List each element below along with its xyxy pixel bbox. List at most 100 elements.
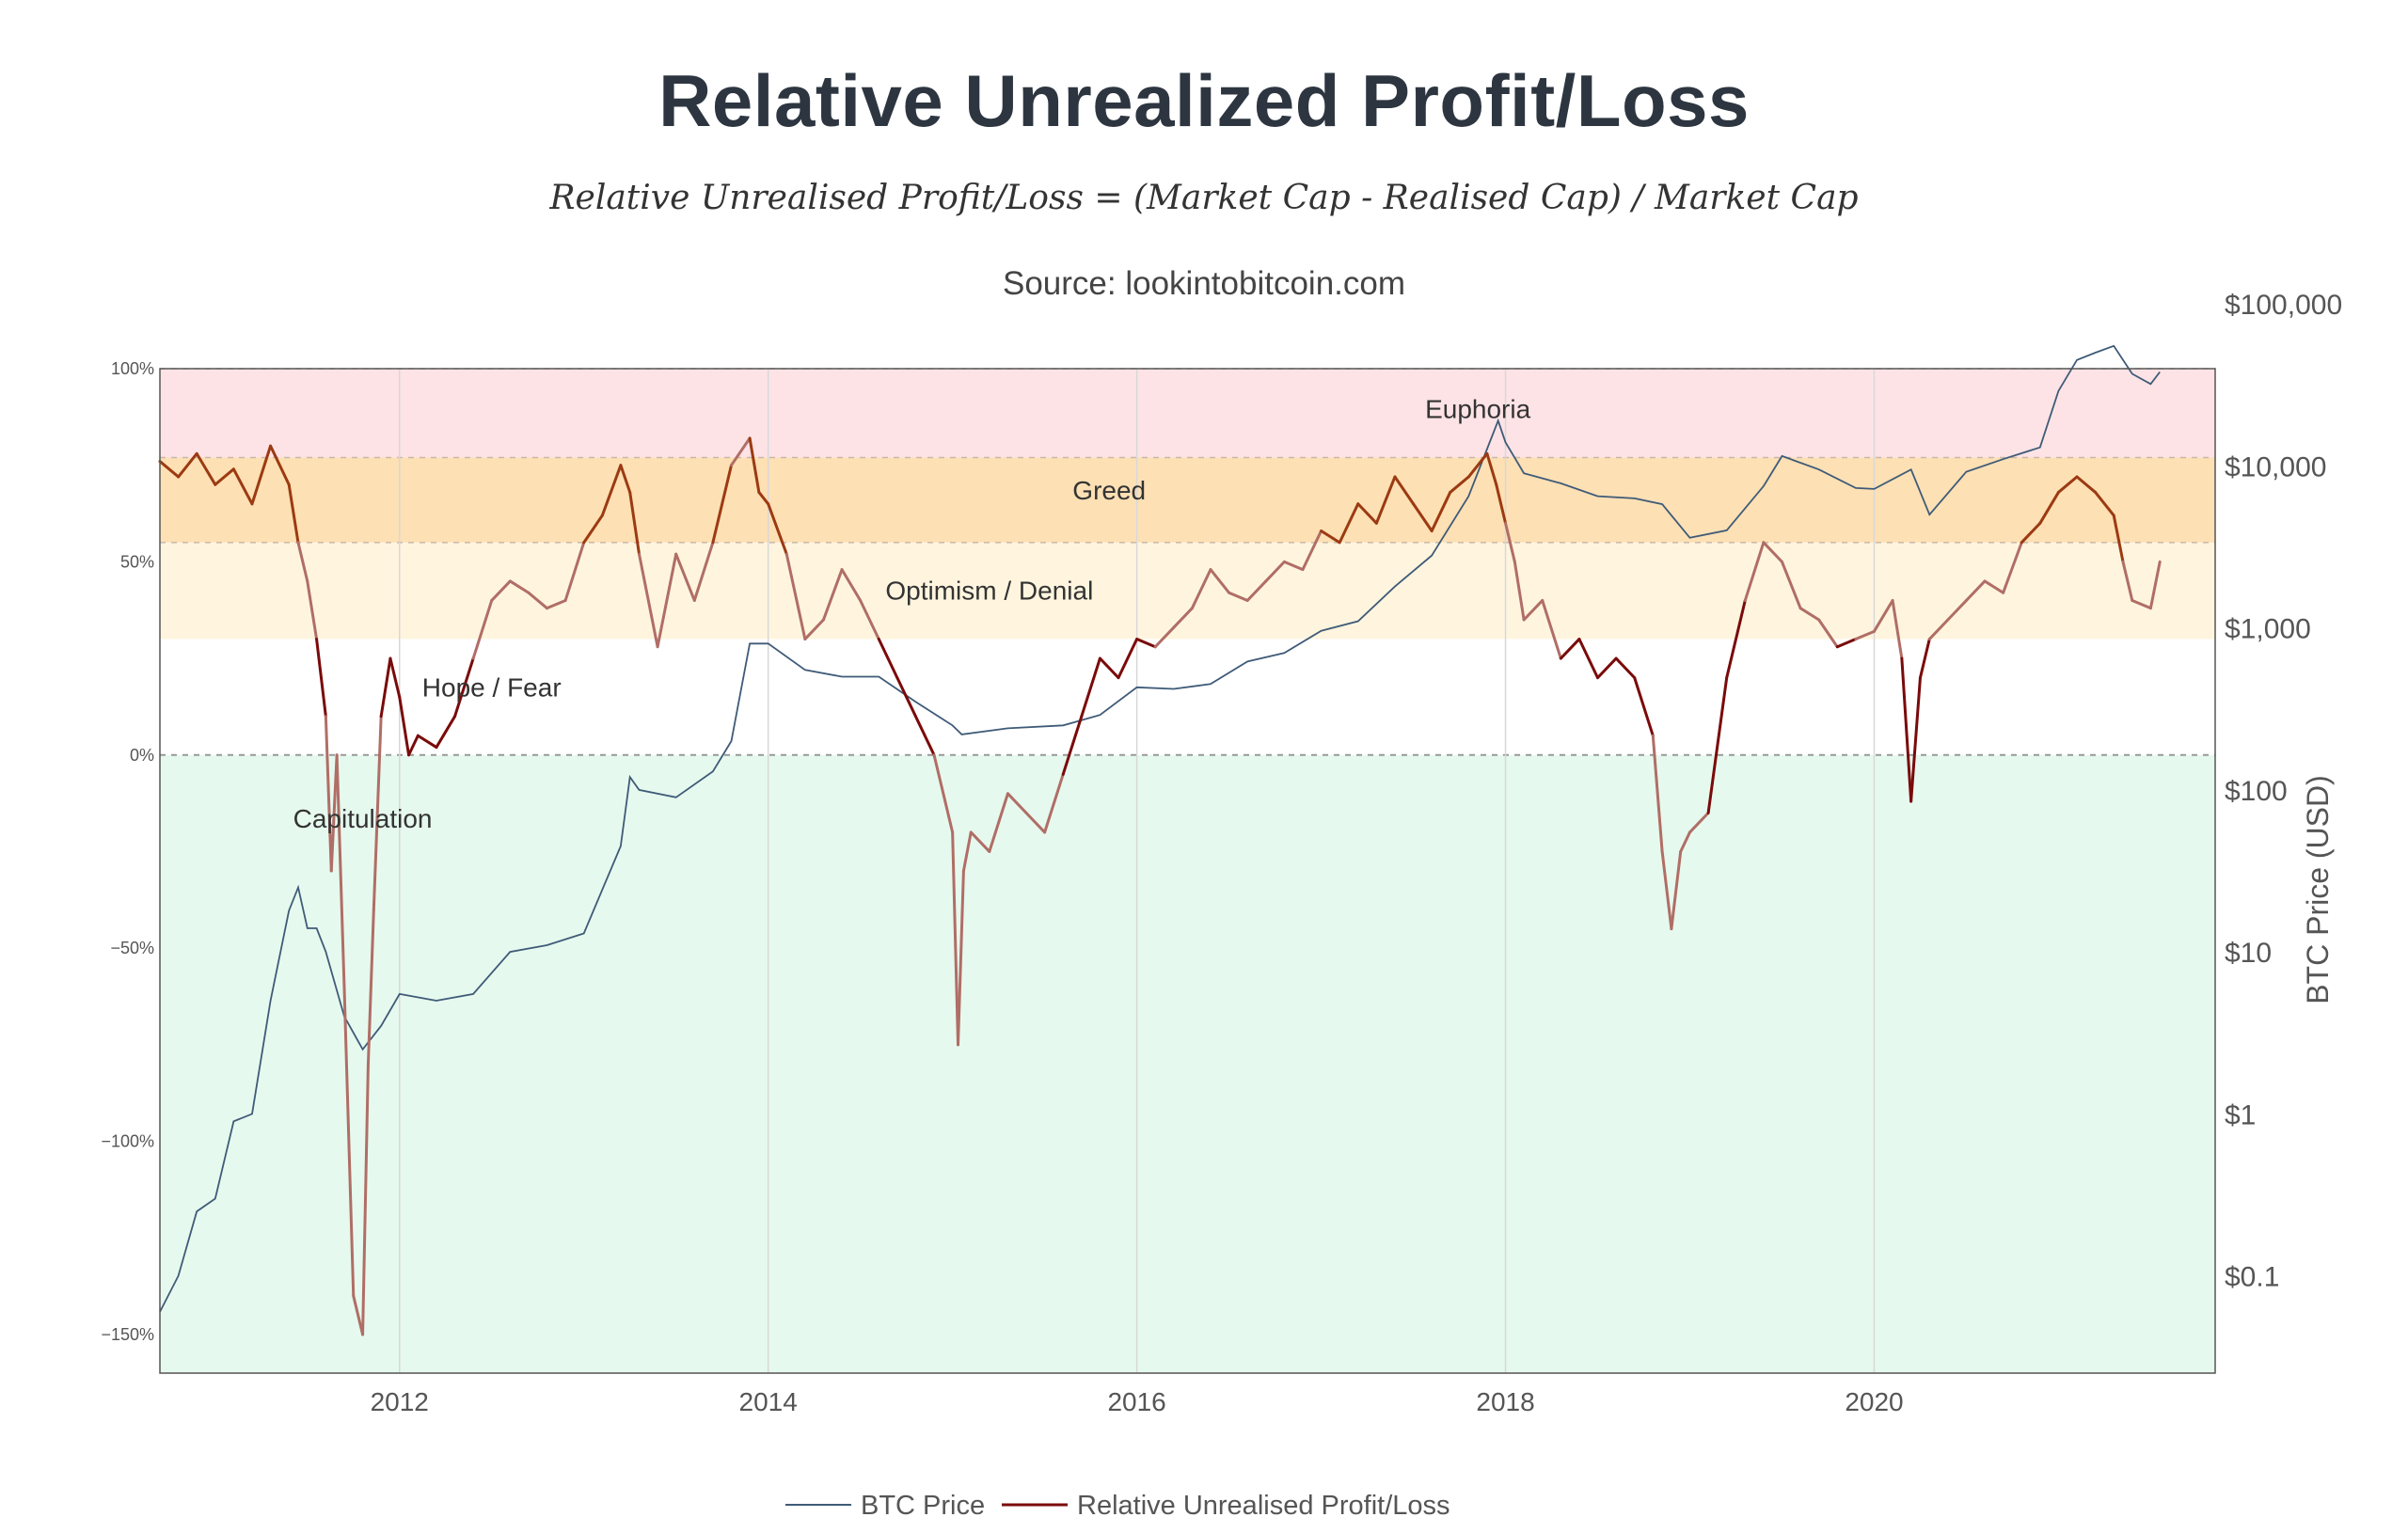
y-right-tick-label: $100,000 <box>2225 290 2342 321</box>
rupl-segment <box>269 444 291 486</box>
band-label-hope-fear: Hope / Fear <box>422 672 562 702</box>
rupl-segment <box>656 552 678 649</box>
rupl-segment <box>2094 490 2115 517</box>
rupl-segment <box>784 552 807 641</box>
rupl-segment <box>1522 598 1545 622</box>
rupl-segment <box>692 541 715 602</box>
rupl-segment <box>913 715 936 757</box>
rupl-segment <box>2121 560 2134 602</box>
rupl-segment <box>748 436 761 494</box>
rupl-segment <box>1651 734 1664 853</box>
y-left-tick-label: 100% <box>111 359 154 378</box>
y-left-tick-label: 50% <box>120 552 154 571</box>
rupl-segment <box>231 467 254 506</box>
y-right-tick-label: $1,000 <box>2225 614 2311 645</box>
rupl-segment <box>1006 792 1028 814</box>
rupl-segment <box>158 460 181 479</box>
y-left-tick-label: 0% <box>130 746 154 765</box>
rupl-segment <box>329 753 339 873</box>
rupl-segment <box>1135 638 1157 649</box>
band-3 <box>160 639 2215 755</box>
rupl-segment <box>1301 529 1323 572</box>
rupl-segment <box>1725 598 1747 680</box>
y-left-tick-label: −50% <box>110 939 154 957</box>
chart-formula: Relative Unrealised Profit/Loss = (Marke… <box>549 179 1859 217</box>
rupl-segment <box>1449 475 1470 494</box>
rupl-segment <box>619 464 632 494</box>
rupl-segment <box>988 792 1009 853</box>
rupl-segment <box>195 451 217 486</box>
rupl-segment <box>674 552 696 602</box>
rupl-segment <box>435 715 457 750</box>
rupl-segment <box>2038 490 2060 525</box>
rupl-segment <box>767 502 788 556</box>
legend-rupl-label[interactable]: Relative Unrealised Profit/Loss <box>1077 1491 1450 1521</box>
rupl-segment <box>1633 676 1655 737</box>
band-label-greed: Greed <box>1072 476 1146 505</box>
rupl-segment <box>1513 560 1526 622</box>
y-right-tick-label: $1 <box>2225 1099 2256 1130</box>
rupl-segment <box>1153 625 1176 649</box>
rupl-segment <box>1900 656 1913 803</box>
rupl-segment <box>398 695 411 757</box>
band-label-optimism-denial: Optimism / Denial <box>885 577 1093 606</box>
x-tick-label: 2018 <box>1476 1387 1534 1416</box>
rupl-segment <box>2002 541 2023 594</box>
legend[interactable]: BTC Price Relative Unrealised Profit/Loss <box>785 1491 1450 1521</box>
rupl-segment <box>177 451 198 479</box>
rupl-segment <box>1245 579 1268 602</box>
rupl-segment <box>951 830 960 1047</box>
rupl-segment <box>361 1062 370 1336</box>
rupl-segment <box>1228 591 1249 602</box>
rupl-segment <box>1412 502 1434 533</box>
rupl-segment <box>296 541 309 583</box>
rupl-segment <box>527 591 549 610</box>
rupl-segment <box>582 514 604 545</box>
rupl-segment <box>803 618 825 641</box>
rupl-segment <box>1172 607 1194 629</box>
rupl-segment <box>1854 629 1876 641</box>
rupl-segment <box>628 490 642 556</box>
legend-btc-price-label[interactable]: BTC Price <box>861 1491 985 1521</box>
y-right-tick-label: $100 <box>2225 776 2288 807</box>
rupl-segment <box>1983 579 2005 594</box>
rupl-segment <box>324 715 333 873</box>
rupl-segment <box>1559 638 1581 660</box>
rupl-segment <box>388 656 402 699</box>
rupl-segment <box>1356 502 1378 525</box>
chart-source: Source: lookintobitcoin.com <box>1003 265 1405 302</box>
rupl-segment <box>1964 579 1987 602</box>
rupl-segment <box>821 568 844 622</box>
rupl-segment <box>1430 490 1452 533</box>
rupl-segment <box>757 490 770 506</box>
rupl-segment <box>957 869 965 1047</box>
rupl-segment <box>352 1294 365 1336</box>
rupl-segment <box>961 830 973 873</box>
rupl-segment <box>214 467 235 486</box>
rupl-segment <box>1024 811 1047 834</box>
rupl-segment <box>895 676 917 719</box>
rupl-segment <box>1577 638 1600 680</box>
rupl-segment <box>453 656 475 719</box>
band-labels: Euphoria Greed Optimism / Denial Hope / Fea… <box>293 395 1531 833</box>
rupl-segment <box>1909 676 1922 803</box>
rupl-segment <box>1743 541 1766 602</box>
band-0 <box>160 369 2215 458</box>
rupl-segment <box>1679 830 1692 853</box>
y-left-tick-label: −150% <box>101 1325 154 1344</box>
rupl-segment <box>1338 502 1360 545</box>
rupl-segment <box>416 734 438 750</box>
rupl-segment <box>1264 560 1286 583</box>
rupl-segment <box>490 579 512 602</box>
chart-title: Relative Unrealized Profit/Loss <box>658 59 1750 142</box>
rupl-segment <box>1596 656 1618 680</box>
y-right-axis-title: BTC Price (USD) <box>2301 775 2335 1004</box>
rupl-segment <box>1817 618 1839 649</box>
rupl-segment <box>287 482 300 545</box>
plot-frame <box>159 368 2216 1374</box>
x-tick-label: 2020 <box>1845 1387 1903 1416</box>
rupl-segment <box>366 908 375 1066</box>
rupl-segment <box>1190 568 1212 610</box>
rupl-segment <box>335 753 346 988</box>
